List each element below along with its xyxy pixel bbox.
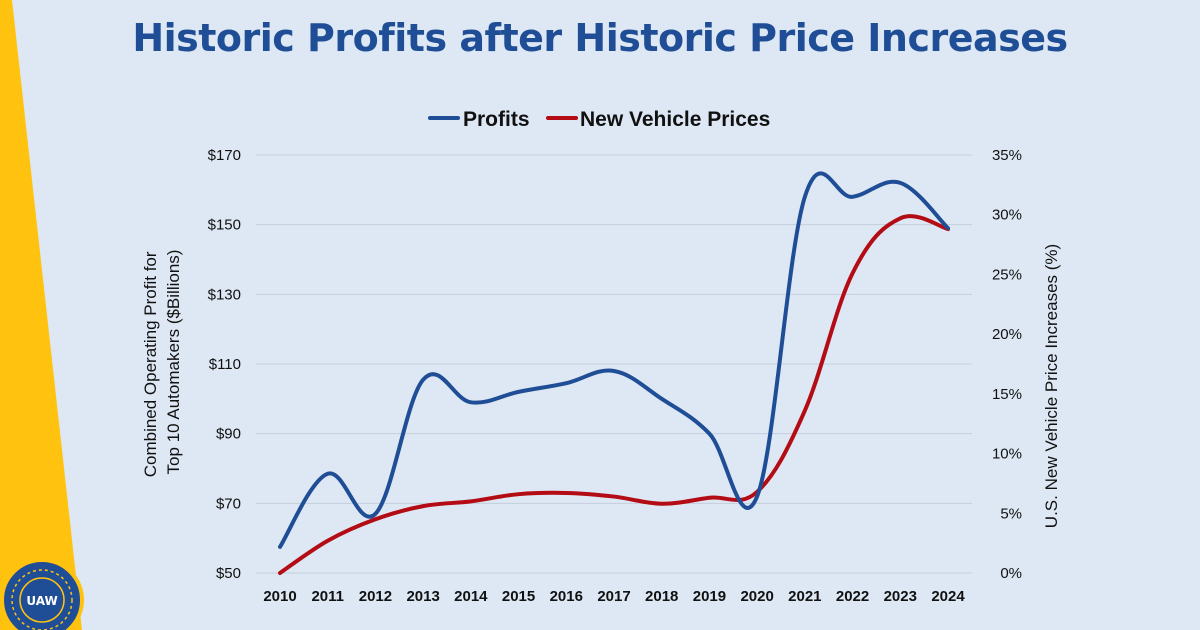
y-right-tick-label: 35% (992, 147, 1022, 164)
series-line (278, 171, 950, 549)
legend-item: New Vehicle Prices (546, 108, 770, 131)
x-tick-label: 2013 (406, 588, 439, 605)
x-tick-label: 2024 (931, 588, 965, 605)
x-tick-label: 2019 (693, 588, 726, 605)
x-tick-label: 2015 (502, 588, 535, 605)
x-tick-label: 2020 (740, 588, 773, 605)
uaw-seal-icon: UAW (0, 558, 84, 630)
y-right-axis: 0% 5% 10% 15% 20% 25% 30% 35% (992, 147, 1022, 582)
legend-item: Profits (428, 108, 530, 131)
logo-text: UAW (26, 594, 57, 608)
y-left-tick-label: $90 (216, 426, 241, 443)
y-left-tick-label: $50 (216, 565, 241, 582)
x-axis: 2010 2011 2012 2013 2014 2015 2016 2017 2018 2019… (263, 588, 965, 605)
page-title: Historic Profits after Historic Price In… (132, 16, 1068, 60)
x-tick-label: 2011 (311, 588, 344, 605)
y-right-tick-label: 5% (1000, 505, 1022, 522)
y-left-tick-label: $110 (209, 356, 241, 373)
y-left-tick-label: $170 (208, 147, 241, 164)
y-right-tick-label: 25% (992, 266, 1022, 283)
x-tick-label: 2014 (454, 588, 488, 605)
x-tick-label: 2012 (359, 588, 392, 605)
y-right-tick-label: 30% (992, 207, 1022, 224)
y-left-axis-title: Combined Operating Profit for Top 10 Aut… (141, 247, 183, 478)
legend-label: Profits (463, 108, 530, 131)
legend-label: New Vehicle Prices (580, 108, 770, 131)
x-tick-label: 2023 (884, 588, 917, 605)
x-tick-label: 2022 (836, 588, 869, 605)
series-line (278, 214, 950, 575)
x-tick-label: 2021 (788, 588, 821, 605)
y-left-axis: $50 $70 $90 $110 $130 $150 $170 (208, 147, 241, 582)
y-left-tick-label: $130 (208, 286, 241, 303)
x-tick-label: 2018 (645, 588, 678, 605)
x-tick-label: 2017 (597, 588, 630, 605)
y-left-tick-label: $70 (216, 495, 241, 512)
x-tick-label: 2016 (550, 588, 583, 605)
y-right-tick-label: 0% (1000, 565, 1022, 582)
y-left-tick-label: $150 (208, 217, 241, 234)
x-tick-label: 2010 (263, 588, 296, 605)
gridlines (256, 154, 972, 574)
accent-stripe (0, 0, 82, 630)
y-right-tick-label: 10% (992, 446, 1022, 463)
legend: Profits New Vehicle Prices (428, 108, 770, 131)
y-right-tick-label: 15% (992, 386, 1022, 403)
y-right-axis-title: U.S. New Vehicle Price Increases (%) (1042, 244, 1061, 528)
series-new-vehicle-prices (278, 214, 950, 575)
y-right-tick-label: 20% (992, 326, 1022, 343)
series-lines (278, 171, 950, 575)
series-profits (278, 171, 950, 549)
